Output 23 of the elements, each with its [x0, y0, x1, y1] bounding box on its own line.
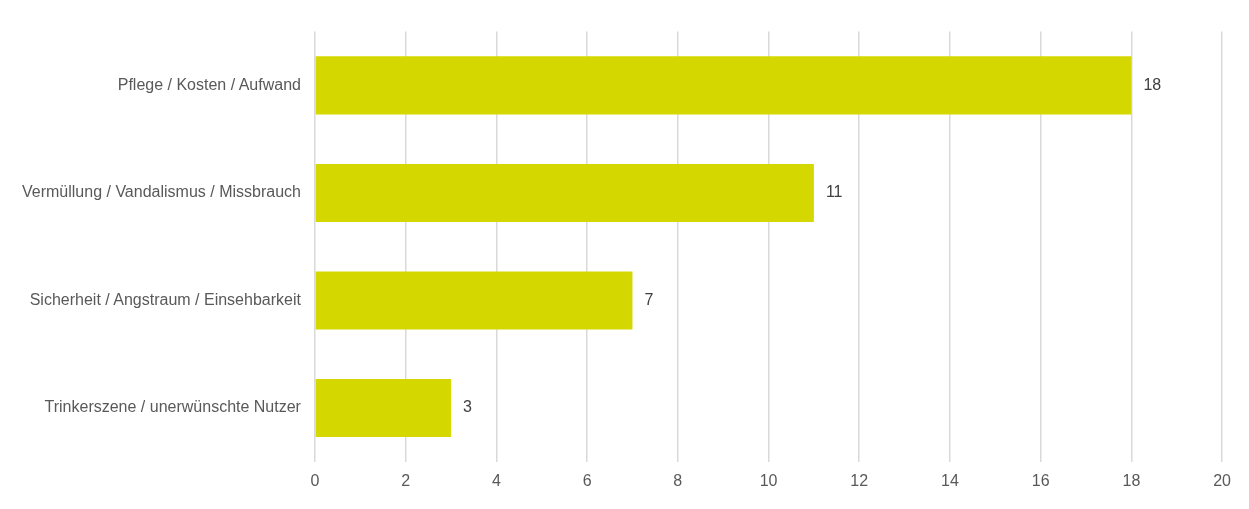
bar [315, 271, 633, 330]
x-tick-label: 18 [1122, 471, 1141, 489]
x-tick-label: 12 [850, 471, 869, 489]
data-label: 7 [644, 290, 654, 308]
x-tick-label: 4 [491, 471, 501, 489]
data-label: 11 [825, 183, 843, 201]
x-tick-label: 14 [941, 471, 959, 489]
bar [315, 163, 814, 222]
x-tick-label: 0 [310, 471, 320, 489]
x-tick-label: 20 [1213, 471, 1232, 489]
x-tick-label: 2 [401, 471, 411, 489]
y-tick-label: Vermüllung / Vandalismus / Missbrauch [22, 183, 301, 201]
y-tick-label: Trinkerszene / unerwünschte Nutzer [44, 398, 302, 416]
x-tick-label: 10 [759, 471, 778, 489]
x-tick-label: 16 [1031, 471, 1050, 489]
y-tick-label: Pflege / Kosten / Aufwand [117, 75, 301, 93]
data-label: 3 [463, 398, 473, 416]
bar [315, 56, 1132, 115]
data-label: 18 [1143, 75, 1162, 93]
y-tick-label: Sicherheit / Angstraum / Einsehbarkeit [29, 290, 302, 308]
x-tick-label: 8 [673, 471, 683, 489]
bar [315, 378, 452, 438]
x-tick-label: 6 [582, 471, 592, 489]
